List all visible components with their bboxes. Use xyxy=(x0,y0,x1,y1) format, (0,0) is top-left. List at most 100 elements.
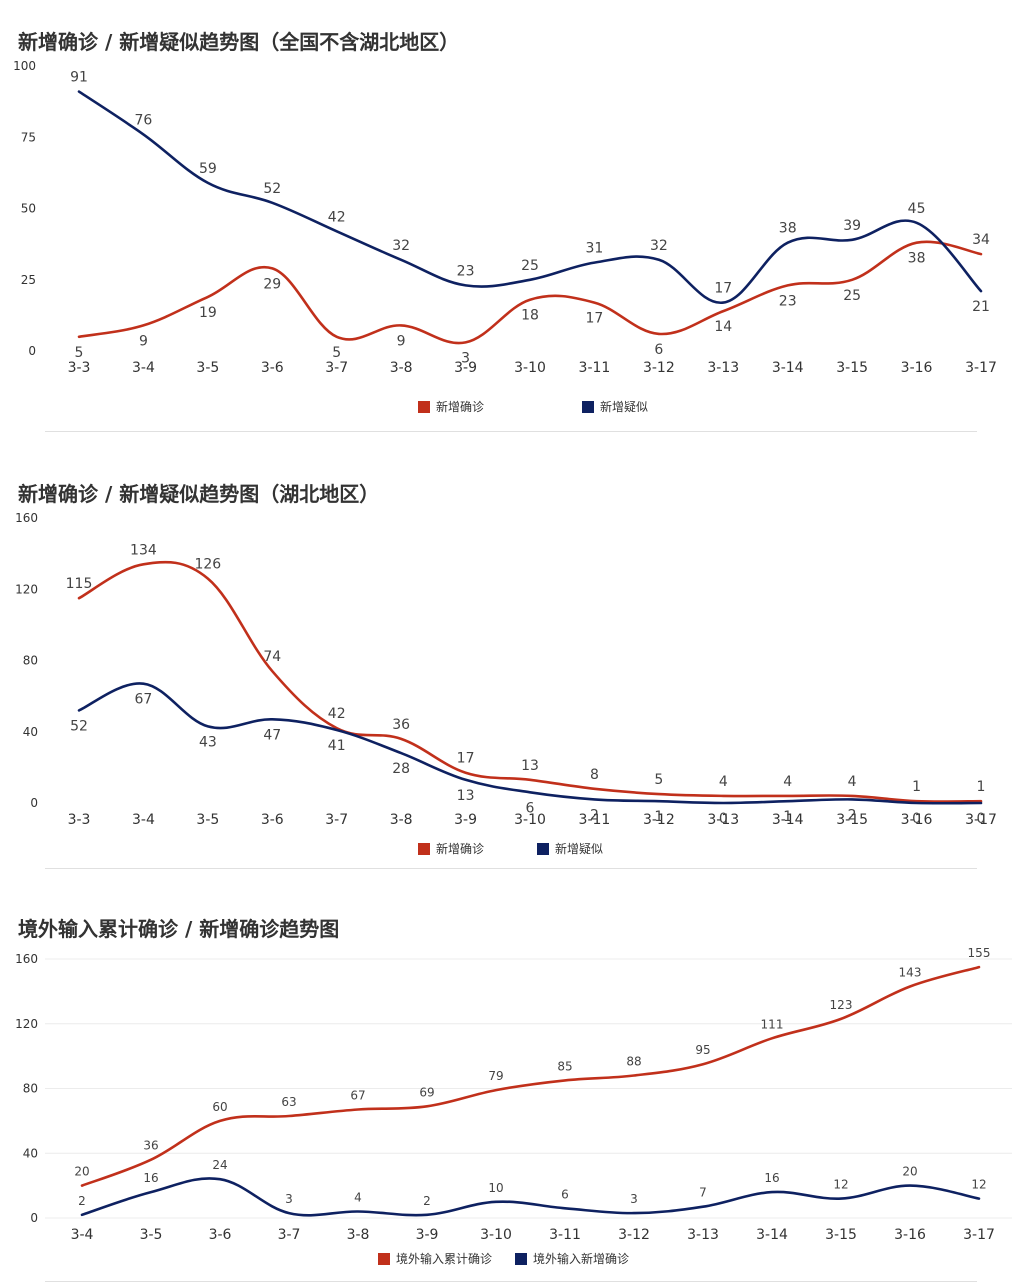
x-tick-label: 3-11 xyxy=(579,360,611,376)
data-label: 111 xyxy=(761,1017,784,1031)
data-label: 6 xyxy=(526,800,535,816)
x-tick-label: 3-8 xyxy=(347,1227,370,1243)
data-label: 5 xyxy=(332,345,341,361)
data-label: 52 xyxy=(263,181,281,197)
legend-label: 新增确诊 xyxy=(436,842,485,856)
x-tick-label: 3-17 xyxy=(965,360,997,376)
x-tick-label: 3-13 xyxy=(707,360,739,376)
data-label: 14 xyxy=(714,319,732,335)
data-label: 2 xyxy=(848,807,857,823)
data-label: 41 xyxy=(328,738,346,754)
y-tick-label: 50 xyxy=(21,202,36,216)
data-label: 1 xyxy=(977,779,986,795)
chart-panel-1: 新增确诊 / 新增疑似趋势图（全国不含湖北地区） 0 25 50 75 100 3-3 3-… xyxy=(0,0,1026,440)
data-label: 115 xyxy=(66,576,93,592)
x-tick-label: 3-17 xyxy=(963,1227,995,1243)
divider xyxy=(45,1281,977,1282)
x-tick-label: 3-16 xyxy=(901,812,933,828)
x-tick-label: 3-17 xyxy=(965,812,997,828)
data-label: 28 xyxy=(392,761,410,777)
x-tick-label: 3-7 xyxy=(325,360,348,376)
legend-item: 新增疑似 xyxy=(582,398,648,415)
data-label: 43 xyxy=(199,734,217,750)
data-label: 2 xyxy=(78,1194,86,1208)
x-tick-label: 3-10 xyxy=(514,360,546,376)
x-tick-label: 3-7 xyxy=(278,1227,301,1243)
x-tick-label: 3-9 xyxy=(416,1227,439,1243)
data-label: 25 xyxy=(521,258,539,274)
data-label: 31 xyxy=(586,241,604,257)
data-label: 59 xyxy=(199,161,217,177)
legend-label: 新增疑似 xyxy=(600,400,649,414)
data-label: 29 xyxy=(263,276,281,292)
data-label: 20 xyxy=(74,1165,89,1179)
legend-swatch xyxy=(515,1252,527,1265)
legend-swatch xyxy=(418,842,430,855)
x-tick-label: 3-8 xyxy=(390,360,413,376)
data-label: 2 xyxy=(423,1194,431,1208)
legend-label: 境外输入新增确诊 xyxy=(533,1252,630,1266)
chart-title: 境外输入累计确诊 / 新增确诊趋势图 xyxy=(18,917,340,941)
data-label: 143 xyxy=(899,966,922,980)
series-line xyxy=(77,240,983,345)
data-label: 1 xyxy=(912,779,921,795)
data-label: 63 xyxy=(281,1095,296,1109)
data-label: 12 xyxy=(971,1178,986,1192)
data-label: 8 xyxy=(590,767,599,783)
legend-item: 境外输入新增确诊 xyxy=(515,1250,629,1267)
data-label: 17 xyxy=(714,281,732,297)
legend-item: 新增疑似 xyxy=(537,840,603,857)
data-label: 88 xyxy=(626,1055,641,1069)
series-line xyxy=(77,682,983,805)
data-label: 123 xyxy=(830,998,853,1012)
y-tick-label: 120 xyxy=(15,582,38,596)
x-tick-label: 3-15 xyxy=(836,360,868,376)
data-label: 25 xyxy=(843,288,861,304)
data-label: 38 xyxy=(908,251,926,267)
x-tick-label: 3-6 xyxy=(261,360,284,376)
data-label: 69 xyxy=(419,1085,434,1099)
x-tick-label: 3-13 xyxy=(707,812,739,828)
data-label: 4 xyxy=(783,774,792,790)
x-tick-label: 3-4 xyxy=(132,812,155,828)
data-label: 9 xyxy=(397,333,406,349)
data-label: 12 xyxy=(833,1178,848,1192)
x-tick-label: 3-9 xyxy=(454,360,477,376)
data-label: 13 xyxy=(521,758,539,774)
line-chart: 0 25 50 75 100 3-3 3-4 3-5 3-6 3-7 3-8 3-9 3-10 3-11 3… xyxy=(13,59,997,376)
legend-item: 境外输入累计确诊 xyxy=(378,1250,492,1267)
y-tick-label: 0 xyxy=(30,796,38,810)
legend-label: 新增疑似 xyxy=(555,842,604,856)
x-tick-label: 3-14 xyxy=(772,360,804,376)
data-label: 4 xyxy=(719,774,728,790)
data-label: 5 xyxy=(654,772,663,788)
x-tick-label: 3-5 xyxy=(140,1227,163,1243)
x-tick-label: 3-7 xyxy=(325,812,348,828)
data-label: 42 xyxy=(328,706,346,722)
x-tick-label: 3-11 xyxy=(579,812,611,828)
data-label: 23 xyxy=(457,263,475,279)
data-label: 3 xyxy=(285,1192,293,1206)
x-tick-label: 3-12 xyxy=(643,812,675,828)
y-tick-label: 100 xyxy=(13,59,36,73)
x-tick-label: 3-16 xyxy=(901,360,933,376)
x-tick-label: 3-3 xyxy=(68,360,91,376)
data-label: 45 xyxy=(908,201,926,217)
y-tick-label: 80 xyxy=(23,654,38,668)
data-label: 36 xyxy=(143,1139,158,1153)
data-label: 32 xyxy=(392,238,410,254)
data-label: 85 xyxy=(557,1059,572,1073)
x-tick-label: 3-10 xyxy=(514,812,546,828)
legend-label: 新增确诊 xyxy=(436,400,485,414)
data-label: 17 xyxy=(457,751,475,767)
data-label: 18 xyxy=(521,308,539,324)
legend-swatch xyxy=(378,1252,390,1265)
data-label: 32 xyxy=(650,238,668,254)
series-line xyxy=(80,965,981,1187)
x-tick-label: 3-4 xyxy=(71,1227,94,1243)
data-label: 1 xyxy=(783,809,792,825)
data-label: 9 xyxy=(139,333,148,349)
x-tick-label: 3-3 xyxy=(68,812,91,828)
data-label: 36 xyxy=(392,717,410,733)
